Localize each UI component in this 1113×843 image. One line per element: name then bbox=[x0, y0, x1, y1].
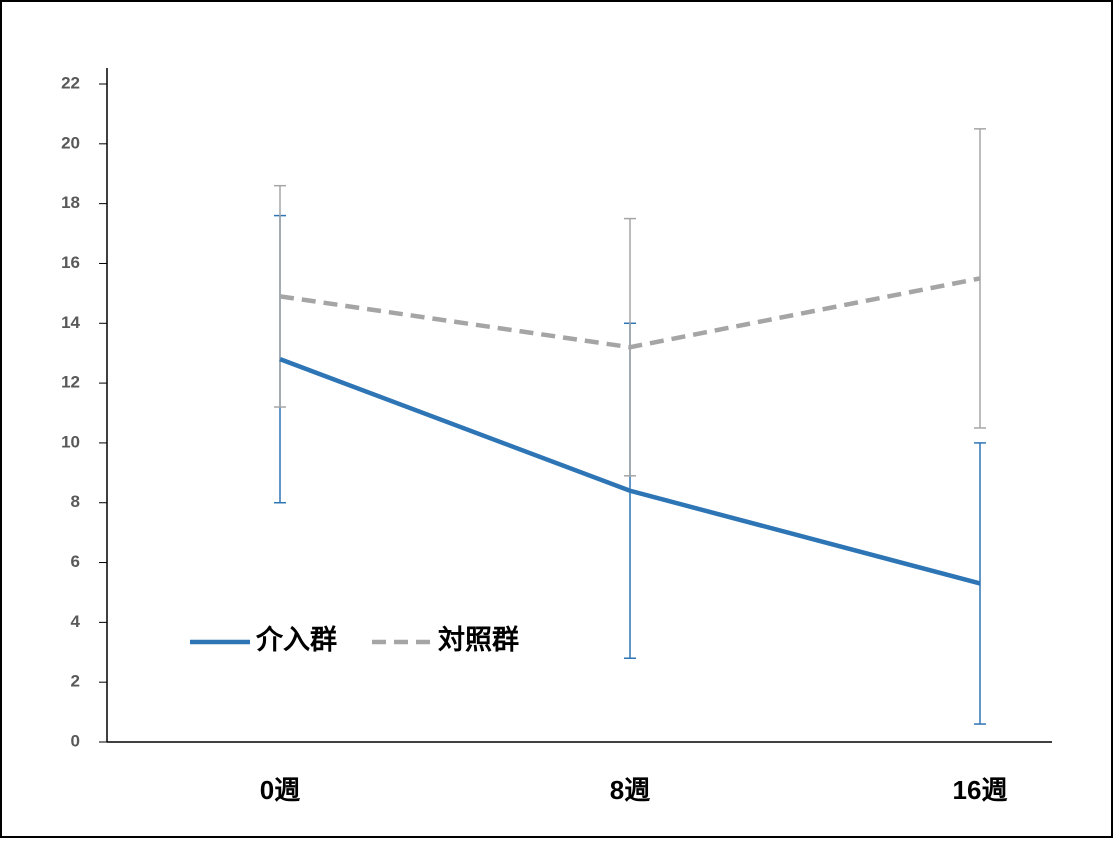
y-tick-label: 16 bbox=[61, 253, 80, 272]
y-tick-label: 18 bbox=[61, 193, 80, 212]
y-tick-label: 22 bbox=[61, 73, 80, 92]
y-tick-label: 4 bbox=[71, 612, 81, 631]
y-tick-label: 0 bbox=[71, 731, 80, 750]
y-tick-label: 6 bbox=[71, 552, 80, 571]
legend-label: 介入群 bbox=[255, 625, 337, 655]
y-tick-label: 20 bbox=[61, 133, 80, 152]
x-tick-label: 16週 bbox=[953, 775, 1008, 805]
x-tick-label: 0週 bbox=[260, 775, 300, 805]
y-tick-label: 14 bbox=[61, 313, 80, 332]
x-tick-label: 8週 bbox=[610, 775, 650, 805]
y-tick-label: 2 bbox=[71, 672, 80, 691]
y-tick-label: 8 bbox=[71, 492, 80, 511]
legend-label: 対照群 bbox=[438, 625, 519, 655]
y-tick-label: 12 bbox=[61, 373, 80, 392]
y-tick-label: 10 bbox=[61, 432, 80, 451]
line bbox=[279, 357, 981, 586]
line bbox=[279, 276, 981, 350]
